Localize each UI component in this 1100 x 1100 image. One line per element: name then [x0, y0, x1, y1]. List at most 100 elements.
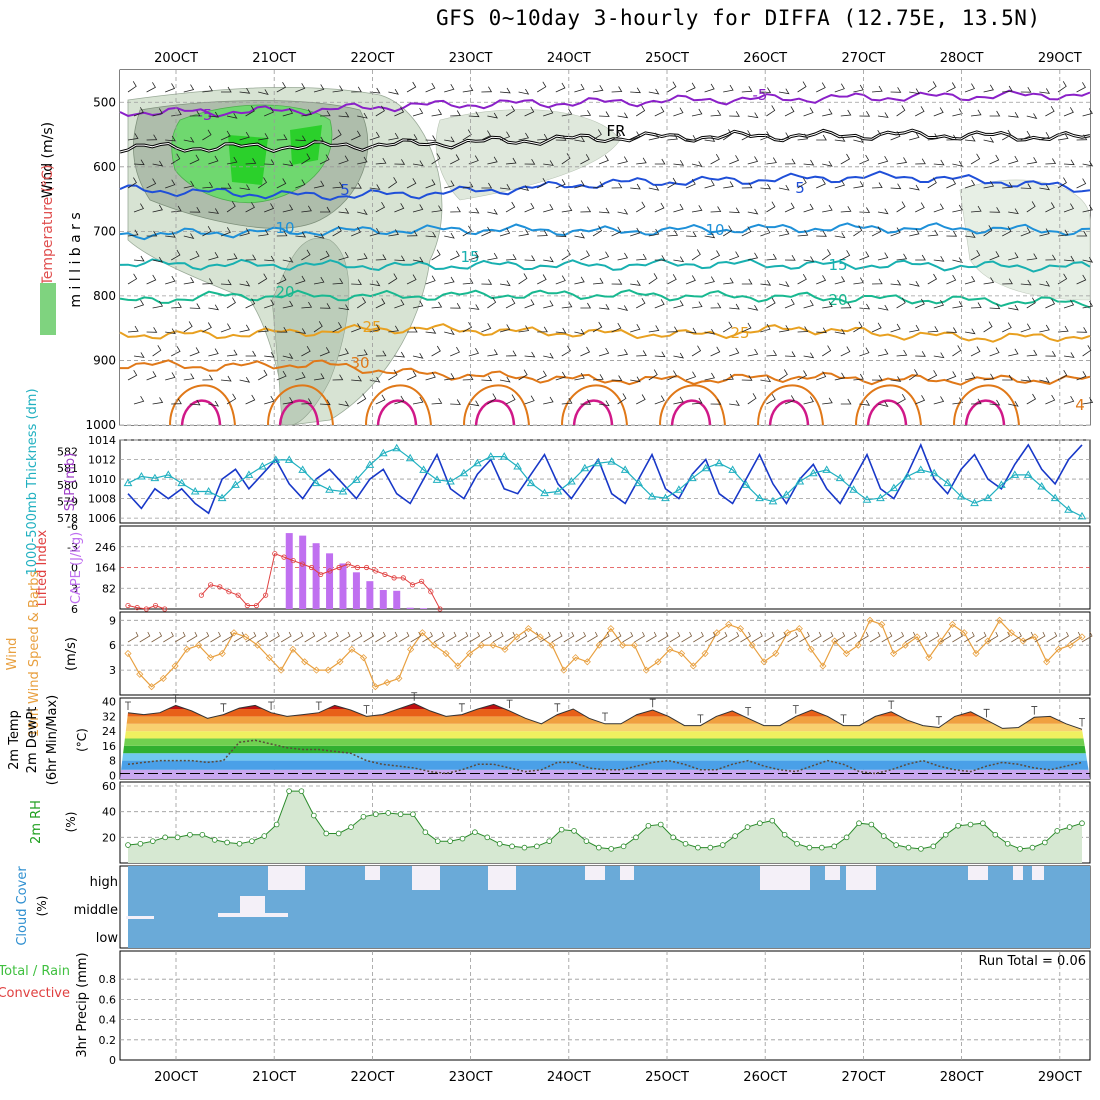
- wind-barb: [704, 136, 716, 142]
- isotherm-20: [119, 289, 1091, 309]
- surface-wind-barb: [163, 631, 174, 643]
- wind-barb: [1026, 113, 1038, 120]
- wind-barb: [332, 85, 344, 93]
- wind-barb: [630, 131, 641, 141]
- wind-barb: [394, 351, 406, 358]
- wind-barb: [338, 207, 350, 214]
- temp-tick-label: 40: [102, 696, 116, 709]
- li-point: [162, 606, 168, 612]
- temp-maxmin-whisker: [602, 712, 608, 722]
- wind-barb: [351, 279, 362, 285]
- wind-barb: [1063, 299, 1075, 309]
- wind-barb: [598, 155, 609, 165]
- contour-label: 25: [362, 318, 381, 336]
- rh-point: [781, 831, 788, 838]
- surface-wind-barb: [952, 631, 963, 643]
- wind-barb: [915, 202, 925, 213]
- isotherm-30-loop: [855, 384, 922, 426]
- surface-wind-barb: [363, 631, 375, 643]
- wind-barb: [630, 280, 641, 286]
- surface-wind-barb: [610, 631, 622, 643]
- wind-barb: [226, 393, 237, 405]
- rh-point: [633, 834, 639, 841]
- wind-barb: [915, 298, 925, 309]
- wind-speed-point: [995, 616, 1004, 624]
- wind-barb: [543, 300, 554, 309]
- wind-barb: [1057, 369, 1068, 381]
- surface-wind-barb: [881, 631, 893, 643]
- surface-wind-barb: [634, 631, 645, 643]
- temp-maxmin-whisker: [745, 707, 752, 716]
- wind-barb: [580, 302, 592, 309]
- thickness-point: [889, 483, 899, 492]
- wind-barb: [499, 227, 511, 237]
- wind-barb: [189, 206, 201, 213]
- rh-tick-label: 40: [102, 806, 116, 819]
- wind-barb: [840, 250, 851, 261]
- wind-barb: [375, 394, 386, 405]
- wind-barb: [543, 203, 554, 213]
- cloud-mid-block: [240, 896, 265, 916]
- cape-tick-label: 246: [95, 541, 116, 554]
- precip-tick-label: 0.4: [99, 1014, 117, 1027]
- wind-barb: [127, 133, 139, 141]
- wind-barb: [462, 277, 474, 285]
- wind-barb: [332, 278, 344, 285]
- wind-barb: [450, 110, 461, 117]
- wind-barb: [691, 345, 702, 357]
- bottom-date-label: 23OCT: [449, 1070, 493, 1085]
- wind-barb: [1063, 352, 1075, 358]
- wind-barb: [970, 346, 981, 357]
- wind-barb: [784, 395, 795, 405]
- wind-barb: [970, 302, 982, 309]
- wind-barb: [611, 86, 623, 93]
- wind-barb: [264, 395, 275, 405]
- wind-barb: [146, 230, 158, 237]
- rh-point: [360, 813, 367, 820]
- wind-barb: [369, 324, 381, 333]
- wind-barb: [729, 303, 740, 310]
- wind-speed-point: [677, 649, 686, 658]
- thickness-point: [352, 475, 361, 483]
- wind-barb: [388, 132, 399, 141]
- temp-tick-label: 8: [109, 755, 116, 768]
- wind-barb: [574, 232, 586, 239]
- wind-barb: [1076, 327, 1088, 333]
- wind-barb: [245, 298, 256, 309]
- wind-barb: [1039, 280, 1051, 287]
- cloud-high-block: [620, 866, 634, 880]
- wind-barb: [226, 112, 238, 119]
- wind-barb: [444, 329, 455, 336]
- thickness-point: [674, 485, 684, 493]
- wind-barb: [444, 373, 455, 381]
- surface-wind-barb: [151, 631, 163, 643]
- wind-barb: [710, 346, 721, 357]
- surface-wind-barb: [893, 631, 905, 643]
- pressure-tick-label: 700: [93, 224, 116, 238]
- wind-barb: [555, 231, 567, 238]
- wind-barb: [394, 299, 405, 309]
- wind-barb: [487, 393, 497, 405]
- cape-tick-label: 164: [95, 562, 116, 575]
- wind-barb: [170, 153, 181, 165]
- contour-label: 15: [828, 256, 847, 274]
- wind-barb: [189, 303, 201, 309]
- wind-barb: [741, 278, 753, 285]
- wind-barb: [505, 105, 516, 117]
- temp-band: [120, 769, 1090, 779]
- wind-barb: [425, 179, 436, 189]
- wind-barb: [648, 88, 660, 95]
- thickness-point: [741, 480, 751, 488]
- wind-barb: [276, 274, 287, 285]
- rh-point: [273, 821, 280, 828]
- wind-barb: [933, 203, 944, 213]
- rh-point: [385, 810, 391, 816]
- surface-wind-barb: [669, 631, 681, 643]
- bottom-date-label: 27OCT: [842, 1070, 886, 1085]
- wind-barb: [431, 205, 443, 213]
- wind-barb: [1045, 394, 1056, 405]
- wind-barb: [927, 326, 939, 333]
- contour-label: 15: [460, 248, 479, 266]
- wind-barb: [778, 88, 790, 95]
- wind-barb: [133, 255, 145, 262]
